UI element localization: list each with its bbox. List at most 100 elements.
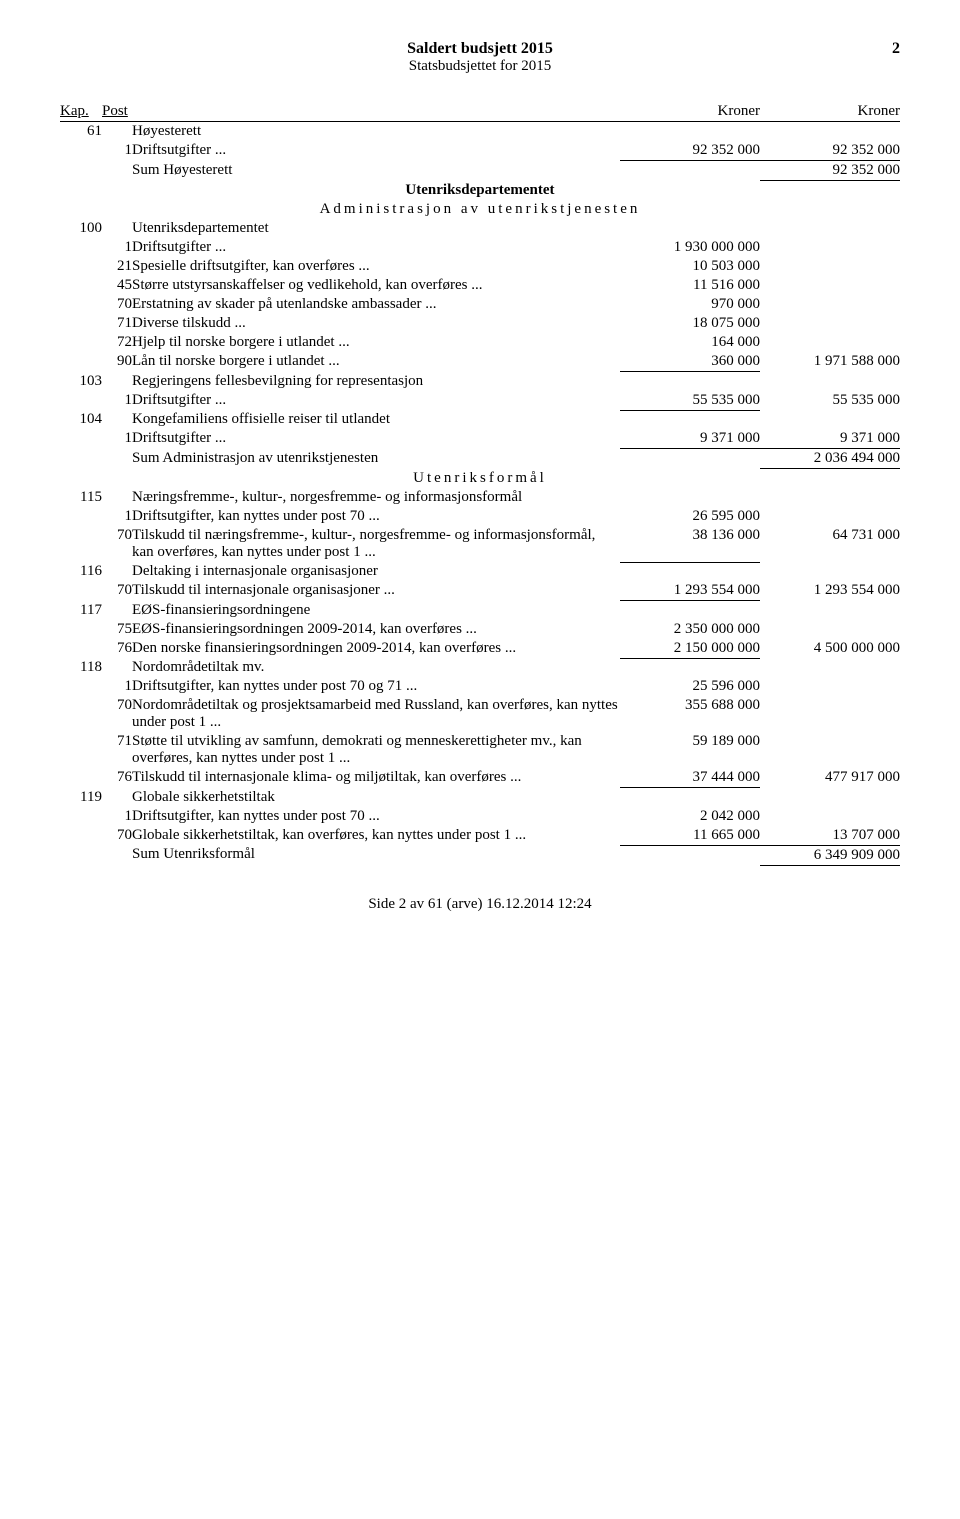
budget-row: 70Globale sikkerhetstiltak, kan overføre… bbox=[60, 826, 900, 846]
kap-cell bbox=[60, 352, 102, 372]
amount-2-cell bbox=[760, 732, 900, 768]
desc-cell: Diverse tilskudd ... bbox=[132, 314, 620, 333]
post-cell: 21 bbox=[102, 257, 132, 276]
desc-cell: Driftsutgifter, kan nyttes under post 70… bbox=[132, 507, 620, 526]
desc-cell: Driftsutgifter ... bbox=[132, 391, 620, 411]
post-cell bbox=[102, 410, 132, 429]
amount-2-cell: 6 349 909 000 bbox=[760, 845, 900, 865]
post-cell: 1 bbox=[102, 141, 132, 161]
kap-cell bbox=[60, 807, 102, 826]
desc-cell: Sum Administrasjon av utenrikstjenesten bbox=[132, 449, 620, 469]
desc-cell: Den norske finansieringsordningen 2009-2… bbox=[132, 639, 620, 659]
desc-cell: EØS-finansieringsordningen 2009-2014, ka… bbox=[132, 620, 620, 639]
budget-row: 118Nordområdetiltak mv. bbox=[60, 658, 900, 677]
post-cell: 71 bbox=[102, 732, 132, 768]
desc-cell: Deltaking i internasjonale organisasjone… bbox=[132, 562, 620, 581]
kap-cell bbox=[60, 845, 102, 865]
desc-cell: Næringsfremme-, kultur-, norgesfremme- o… bbox=[132, 488, 620, 507]
amount-2-cell bbox=[760, 658, 900, 677]
amount-1-cell: 18 075 000 bbox=[620, 314, 760, 333]
kap-cell bbox=[60, 141, 102, 161]
amount-2-cell bbox=[760, 410, 900, 429]
post-cell bbox=[102, 372, 132, 391]
budget-row: Sum Høyesterett92 352 000 bbox=[60, 161, 900, 181]
amount-1-cell bbox=[620, 562, 760, 581]
amount-2-cell: 92 352 000 bbox=[760, 161, 900, 181]
budget-row: 76Den norske finansieringsordningen 2009… bbox=[60, 639, 900, 659]
amount-1-cell: 2 150 000 000 bbox=[620, 639, 760, 659]
desc-cell: Driftsutgifter, kan nyttes under post 70… bbox=[132, 807, 620, 826]
post-cell: 70 bbox=[102, 826, 132, 846]
amount-2-cell bbox=[760, 677, 900, 696]
desc-cell: Driftsutgifter ... bbox=[132, 429, 620, 449]
amount-2-cell: 9 371 000 bbox=[760, 429, 900, 449]
budget-row: 103Regjeringens fellesbevilgning for rep… bbox=[60, 372, 900, 391]
budget-row: 1Driftsutgifter ...92 352 00092 352 000 bbox=[60, 141, 900, 161]
post-cell bbox=[102, 161, 132, 181]
desc-cell: Utenriksdepartementet bbox=[132, 219, 620, 238]
amount-2-cell: 1 293 554 000 bbox=[760, 581, 900, 601]
amount-1-cell: 10 503 000 bbox=[620, 257, 760, 276]
budget-row: 1Driftsutgifter, kan nyttes under post 7… bbox=[60, 807, 900, 826]
kap-cell bbox=[60, 429, 102, 449]
kap-cell bbox=[60, 581, 102, 601]
post-cell bbox=[102, 562, 132, 581]
kap-cell bbox=[60, 620, 102, 639]
amount-1-cell: 59 189 000 bbox=[620, 732, 760, 768]
kap-cell bbox=[60, 276, 102, 295]
kap-cell bbox=[60, 238, 102, 257]
budget-row: 21Spesielle driftsutgifter, kan overføre… bbox=[60, 257, 900, 276]
post-cell: 45 bbox=[102, 276, 132, 295]
amount-2-cell: 55 535 000 bbox=[760, 391, 900, 411]
kap-cell bbox=[60, 526, 102, 562]
amount-1-cell: 11 665 000 bbox=[620, 826, 760, 846]
budget-row: 117EØS-finansieringsordningene bbox=[60, 601, 900, 620]
amount-2-cell bbox=[760, 507, 900, 526]
amount-1-cell bbox=[620, 372, 760, 391]
amount-2-cell bbox=[760, 276, 900, 295]
budget-row: 76Tilskudd til internasjonale klima- og … bbox=[60, 768, 900, 788]
amount-1-cell: 26 595 000 bbox=[620, 507, 760, 526]
budget-row: 70Erstatning av skader på utenlandske am… bbox=[60, 295, 900, 314]
amount-1-cell: 1 293 554 000 bbox=[620, 581, 760, 601]
col-post: Post bbox=[102, 103, 152, 120]
kap-cell: 118 bbox=[60, 658, 102, 677]
post-cell: 71 bbox=[102, 314, 132, 333]
amount-1-cell bbox=[620, 601, 760, 620]
amount-1-cell bbox=[620, 845, 760, 865]
amount-2-cell bbox=[760, 295, 900, 314]
amount-1-cell: 2 042 000 bbox=[620, 807, 760, 826]
department-heading: Utenriksdepartementet bbox=[60, 181, 900, 201]
amount-2-cell bbox=[760, 314, 900, 333]
kap-cell: 100 bbox=[60, 219, 102, 238]
amount-1-cell: 37 444 000 bbox=[620, 768, 760, 788]
amount-1-cell bbox=[620, 449, 760, 469]
amount-1-cell: 1 930 000 000 bbox=[620, 238, 760, 257]
amount-1-cell bbox=[620, 788, 760, 807]
post-cell: 1 bbox=[102, 238, 132, 257]
desc-cell: Erstatning av skader på utenlandske amba… bbox=[132, 295, 620, 314]
amount-1-cell: 92 352 000 bbox=[620, 141, 760, 161]
desc-cell: Regjeringens fellesbevilgning for repres… bbox=[132, 372, 620, 391]
amount-2-cell bbox=[760, 238, 900, 257]
post-cell bbox=[102, 122, 132, 141]
post-cell: 1 bbox=[102, 677, 132, 696]
kap-cell bbox=[60, 696, 102, 732]
desc-cell: Tilskudd til internasjonale klima- og mi… bbox=[132, 768, 620, 788]
doc-subtitle: Statsbudsjettet for 2015 bbox=[60, 58, 900, 75]
amount-1-cell bbox=[620, 219, 760, 238]
desc-cell: Kongefamiliens offisielle reiser til utl… bbox=[132, 410, 620, 429]
post-cell: 1 bbox=[102, 807, 132, 826]
desc-cell: Globale sikkerhetstiltak bbox=[132, 788, 620, 807]
desc-cell: Tilskudd til næringsfremme-, kultur-, no… bbox=[132, 526, 620, 562]
column-headers: Kap. Post Kroner Kroner bbox=[60, 103, 900, 122]
post-cell: 90 bbox=[102, 352, 132, 372]
post-cell: 70 bbox=[102, 581, 132, 601]
kap-cell bbox=[60, 314, 102, 333]
budget-row: 70Tilskudd til internasjonale organisasj… bbox=[60, 581, 900, 601]
doc-title: Saldert budsjett 2015 bbox=[60, 40, 900, 58]
amount-2-cell bbox=[760, 807, 900, 826]
budget-row: 71Diverse tilskudd ...18 075 000 bbox=[60, 314, 900, 333]
kap-cell: 61 bbox=[60, 122, 102, 141]
desc-cell: Driftsutgifter ... bbox=[132, 238, 620, 257]
